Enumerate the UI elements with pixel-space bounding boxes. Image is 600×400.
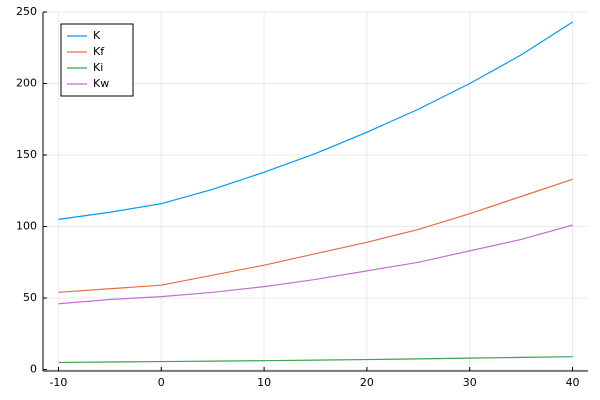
y-tick-label: 200 — [16, 77, 37, 90]
line-series — [58, 224, 573, 305]
y-tick-label: 100 — [16, 220, 37, 233]
legend-label: Kw — [93, 77, 109, 90]
y-tick-label: 250 — [16, 5, 37, 18]
legend-label: Kf — [93, 45, 105, 58]
x-tick-label: 0 — [158, 376, 165, 389]
x-tick-label: 10 — [257, 376, 271, 389]
x-tick-label: -10 — [49, 376, 67, 389]
y-tick-label: 50 — [23, 291, 37, 304]
x-tick-label: 30 — [463, 376, 477, 389]
line-series — [58, 178, 573, 293]
y-tick-label: 0 — [30, 363, 37, 376]
y-tick-label: 150 — [16, 148, 37, 161]
legend-label: Ki — [93, 61, 103, 74]
line-series — [58, 356, 573, 364]
x-tick-label: 40 — [566, 376, 580, 389]
line-series — [58, 21, 573, 220]
legend-label: K — [93, 29, 101, 42]
x-tick-label: 20 — [360, 376, 374, 389]
